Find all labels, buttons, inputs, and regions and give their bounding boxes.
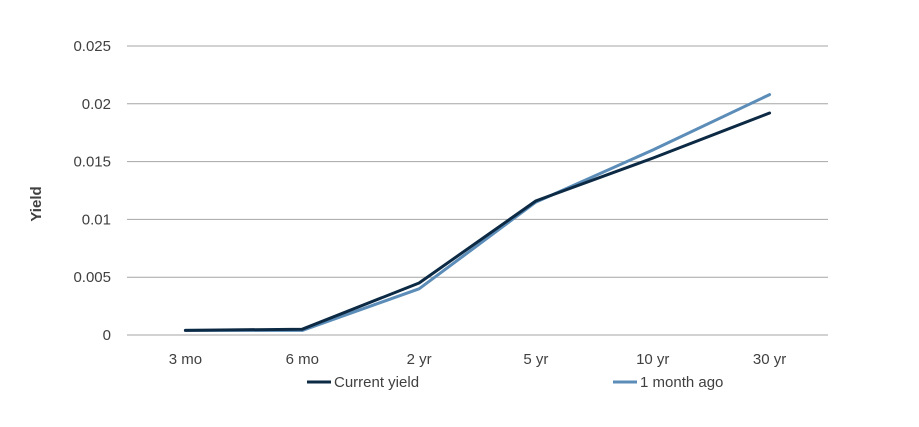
x-axis-tick-labels: 3 mo 6 mo 2 yr 5 yr 10 yr 30 yr: [169, 351, 787, 368]
y-axis-tick-labels: 0 0.005 0.01 0.015 0.02 0.025: [73, 38, 111, 344]
series-line-1: [183, 93, 772, 332]
series-line-0: [183, 111, 772, 332]
x-tick-label: 6 mo: [286, 351, 319, 368]
y-tick-label: 0: [103, 327, 111, 344]
y-tick-label: 0.01: [82, 211, 111, 228]
legend-label: 1 month ago: [640, 374, 723, 391]
x-tick-label: 30 yr: [753, 351, 786, 368]
x-tick-label: 2 yr: [407, 351, 432, 368]
x-tick-label: 10 yr: [636, 351, 669, 368]
y-tick-label: 0.025: [73, 38, 111, 55]
legend-label: Current yield: [334, 374, 419, 391]
legend: Current yield 1 month ago: [307, 374, 723, 391]
y-axis-title: Yield: [28, 186, 45, 221]
y-tick-label: 0.005: [73, 269, 111, 286]
x-tick-label: 3 mo: [169, 351, 202, 368]
gridlines: [127, 45, 828, 336]
y-tick-label: 0.02: [82, 96, 111, 113]
x-tick-label: 5 yr: [523, 351, 548, 368]
y-tick-label: 0.015: [73, 154, 111, 171]
series-lines: [183, 93, 772, 332]
